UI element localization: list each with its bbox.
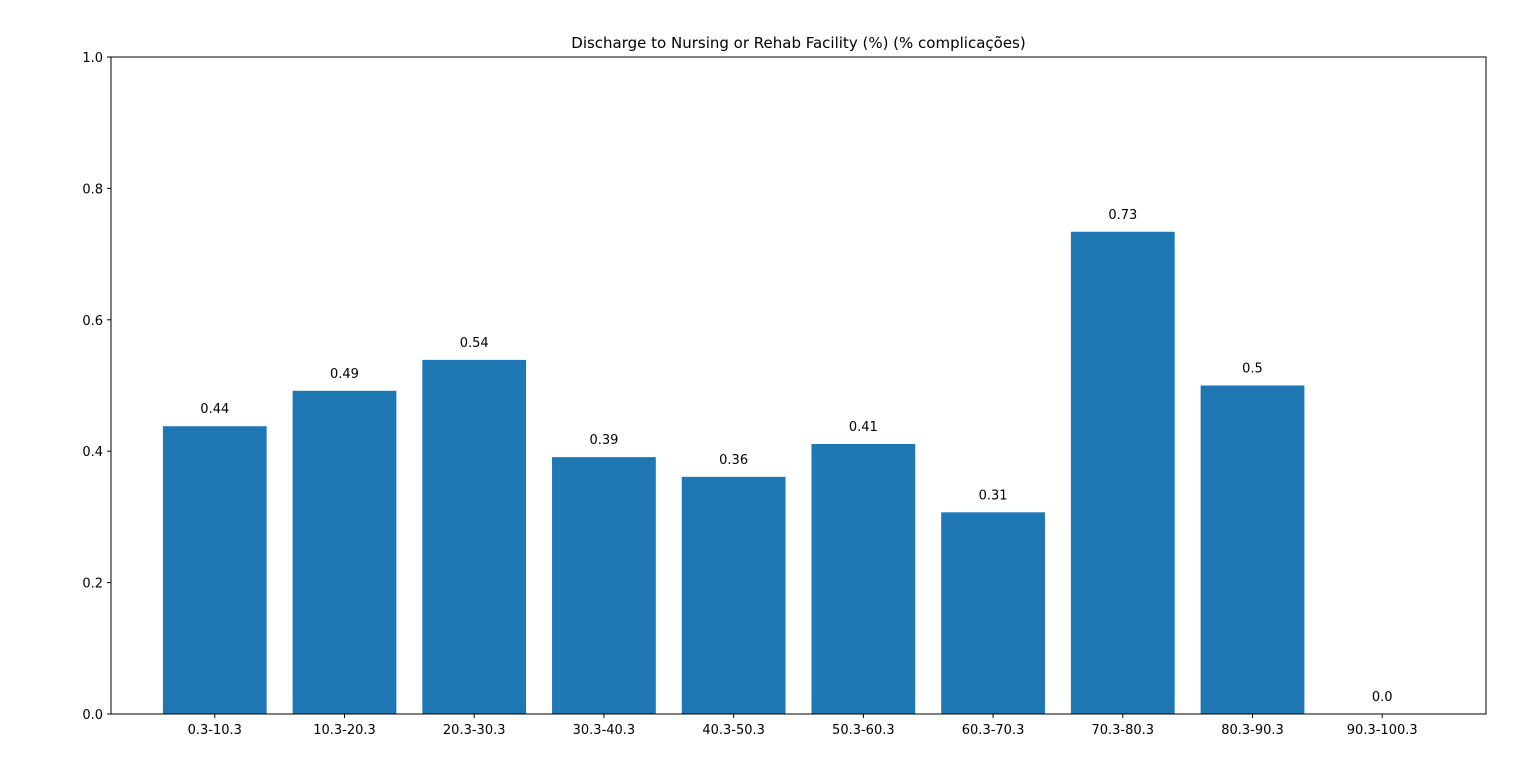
x-tick-label-60.3-70.3: 60.3-70.3 [962, 723, 1025, 738]
value-label-50.3-60.3: 0.41 [849, 420, 878, 435]
bar-20.3-30.3 [422, 359, 527, 714]
x-tick-label-80.3-90.3: 80.3-90.3 [1221, 723, 1284, 738]
x-tick-label-10.3-20.3: 10.3-20.3 [313, 723, 376, 738]
x-tick-label-30.3-40.3: 30.3-40.3 [573, 723, 636, 738]
value-label-20.3-30.3: 0.54 [460, 336, 489, 351]
bar-10.3-20.3 [292, 390, 397, 714]
bar-60.3-70.3 [941, 512, 1045, 714]
x-tick-label-0.3-10.3: 0.3-10.3 [188, 723, 242, 738]
value-label-60.3-70.3: 0.31 [979, 488, 1008, 503]
y-tick-label-0.2: 0.2 [82, 577, 103, 592]
y-tick-label-0.0: 0.0 [82, 708, 103, 723]
chart-title: Discharge to Nursing or Rehab Facility (… [571, 34, 1025, 52]
value-labels-layer: 0.44 0.49 0.54 0.39 0.36 0.41 0.31 0.73 0.5 0.0 [200, 208, 1392, 705]
x-tick-label-40.3-50.3: 40.3-50.3 [702, 723, 765, 738]
y-axis: 0.0 0.2 0.4 0.6 0.8 1.0 [82, 51, 111, 723]
bar-40.3-50.3 [681, 476, 786, 714]
value-label-10.3-20.3: 0.49 [330, 367, 359, 382]
y-tick-label-0.4: 0.4 [82, 445, 103, 460]
x-tick-label-50.3-60.3: 50.3-60.3 [832, 723, 895, 738]
value-label-30.3-40.3: 0.39 [589, 433, 618, 448]
value-label-70.3-80.3: 0.73 [1108, 208, 1137, 223]
value-label-80.3-90.3: 0.5 [1242, 362, 1263, 377]
y-tick-label-0.6: 0.6 [82, 314, 103, 329]
value-label-0.3-10.3: 0.44 [200, 402, 229, 417]
x-tick-label-70.3-80.3: 70.3-80.3 [1091, 723, 1154, 738]
plot-frame [110, 56, 1487, 715]
bars-layer [162, 231, 1305, 714]
bar-0.3-10.3 [162, 426, 267, 714]
x-axis: 0.3-10.3 10.3-20.3 20.3-30.3 30.3-40.3 40.3-… [188, 714, 1418, 738]
value-label-40.3-50.3: 0.36 [719, 453, 748, 468]
bar-30.3-40.3 [552, 457, 656, 714]
bar-80.3-90.3 [1200, 385, 1305, 714]
x-tick-label-20.3-30.3: 20.3-30.3 [443, 723, 506, 738]
y-tick-label-1.0: 1.0 [82, 51, 103, 66]
x-tick-label-90.3-100.3: 90.3-100.3 [1347, 723, 1418, 738]
bar-70.3-80.3 [1070, 231, 1175, 714]
value-label-90.3-100.3: 0.0 [1372, 690, 1393, 705]
y-tick-label-0.8: 0.8 [82, 182, 103, 197]
bar-50.3-60.3 [811, 443, 916, 714]
